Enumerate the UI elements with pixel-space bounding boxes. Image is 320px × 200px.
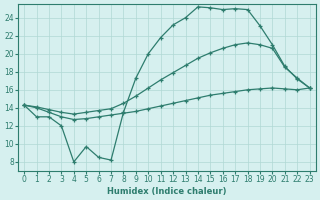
X-axis label: Humidex (Indice chaleur): Humidex (Indice chaleur) bbox=[107, 187, 227, 196]
